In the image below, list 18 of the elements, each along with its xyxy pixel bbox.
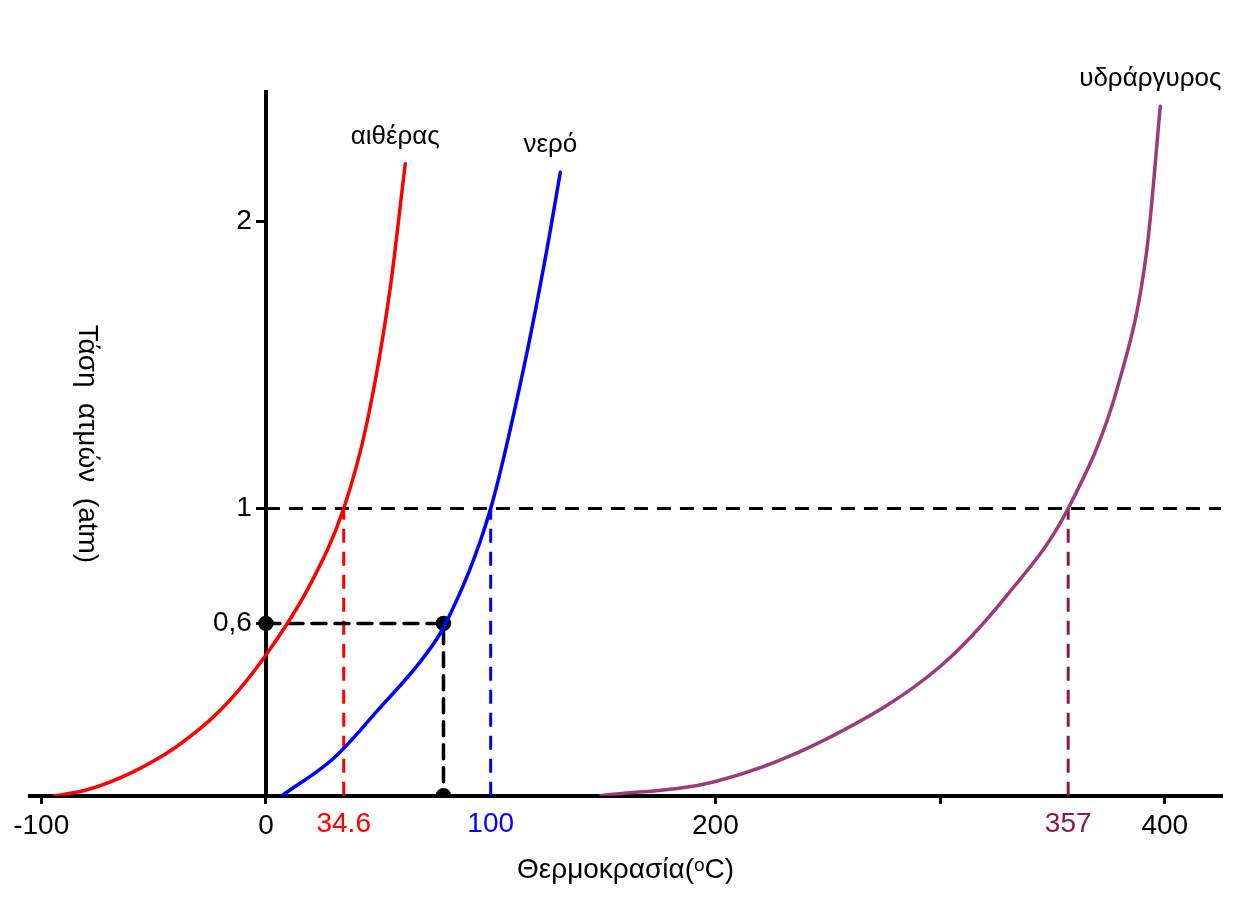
series-label: υδράργυρος <box>1079 62 1222 93</box>
x-tick-label: -100 <box>13 809 70 841</box>
y-tick-label: 0,6 <box>213 606 252 638</box>
ref-line-label: 34.6 <box>316 806 371 838</box>
x-tick-label: 200 <box>692 809 739 841</box>
ref-line-label: 357 <box>1044 806 1092 838</box>
x-axis-title: Θερμοκρασία(ᵒC) <box>516 852 735 884</box>
line-series <box>279 170 563 796</box>
x-tick-label: 0 <box>258 809 274 841</box>
series-label: αιθέρας <box>350 119 440 150</box>
y-tick-label: 2 <box>236 203 252 235</box>
y-tick-label: 1 <box>236 491 252 523</box>
line-series <box>599 104 1163 796</box>
x-tick-label: 400 <box>1141 809 1189 841</box>
line-series <box>52 161 408 796</box>
ref-line-label: 100 <box>467 806 515 838</box>
y-axis-title: Τάση ατμών (atm) <box>73 324 105 564</box>
series-label: νερό <box>523 128 578 159</box>
